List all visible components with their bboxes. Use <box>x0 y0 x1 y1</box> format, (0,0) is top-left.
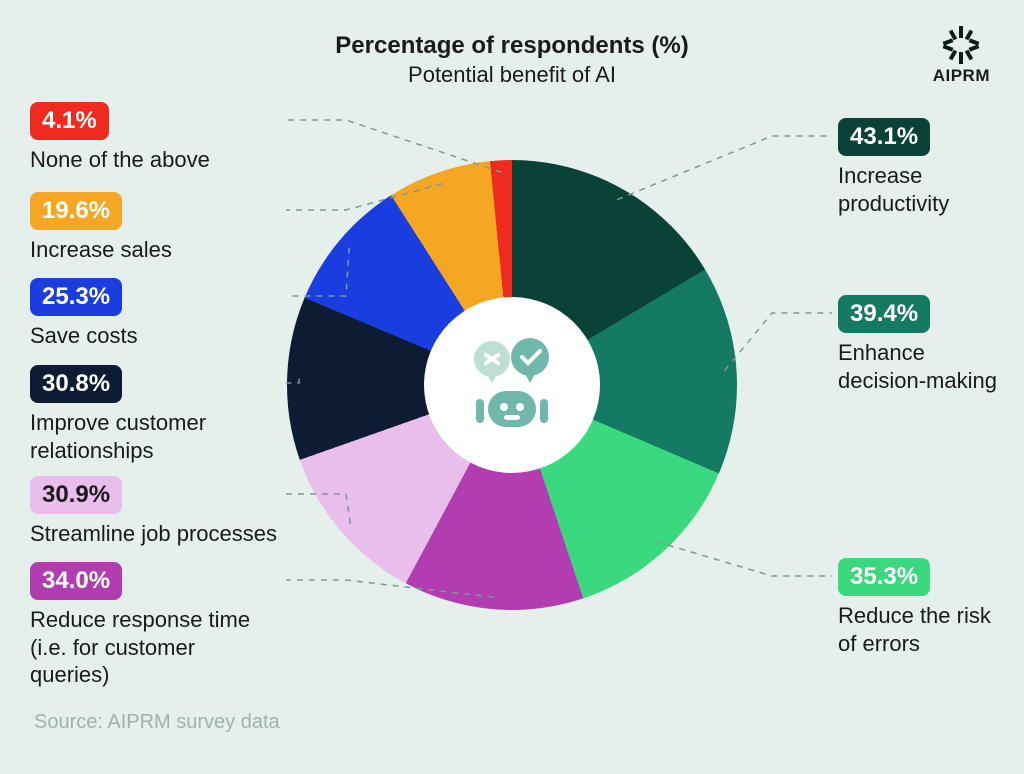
callout: 30.8% Improve customer relationships <box>30 365 280 464</box>
callout-label: Improve customer relationships <box>30 409 280 464</box>
callout: 35.3% Reduce the risk of errors <box>838 558 998 657</box>
brand-icon <box>941 26 981 64</box>
chart-title: Percentage of respondents (%) <box>0 32 1024 60</box>
callout-label: Reduce response time (i.e. for customer … <box>30 606 280 689</box>
percentage-pill: 4.1% <box>30 102 109 140</box>
callout: 43.1% Increase productivity <box>838 118 998 217</box>
callout-label: Save costs <box>30 322 280 350</box>
callout-label: Reduce the risk of errors <box>838 602 998 657</box>
callout-label: Streamline job processes <box>30 520 280 548</box>
percentage-pill: 39.4% <box>838 295 930 333</box>
source-attribution: Source: AIPRM survey data <box>34 711 280 734</box>
callout: 4.1% None of the above <box>30 102 280 174</box>
percentage-pill: 34.0% <box>30 562 122 600</box>
chart-title-block: Percentage of respondents (%) Potential … <box>0 32 1024 88</box>
percentage-pill: 30.9% <box>30 476 122 514</box>
percentage-pill: 19.6% <box>30 192 122 230</box>
callout-label: Increase sales <box>30 236 280 264</box>
percentage-pill: 25.3% <box>30 278 122 316</box>
percentage-pill: 43.1% <box>838 118 930 156</box>
callout: 30.9% Streamline job processes <box>30 476 280 548</box>
brand-label: AIPRM <box>933 66 990 86</box>
callout: 19.6% Increase sales <box>30 192 280 264</box>
callout: 39.4% Enhance decision-making <box>838 295 998 394</box>
chart-subtitle: Potential benefit of AI <box>0 62 1024 88</box>
percentage-pill: 35.3% <box>838 558 930 596</box>
robot-icon <box>452 325 572 445</box>
callout-label: None of the above <box>30 146 280 174</box>
callout-label: Enhance decision-making <box>838 339 998 394</box>
callout: 25.3% Save costs <box>30 278 280 350</box>
callout: 34.0% Reduce response time (i.e. for cust… <box>30 562 280 689</box>
donut-center <box>424 297 600 473</box>
callout-label: Increase productivity <box>838 162 998 217</box>
percentage-pill: 30.8% <box>30 365 122 403</box>
donut-chart <box>287 160 737 610</box>
brand-logo: AIPRM <box>933 26 990 86</box>
